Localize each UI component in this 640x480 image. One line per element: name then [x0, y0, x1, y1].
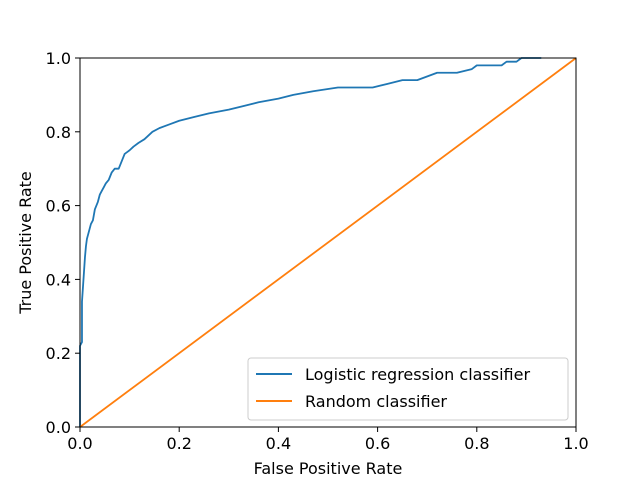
legend-label-logistic: Logistic regression classifier	[305, 365, 530, 384]
y-tick-label: 0.6	[46, 197, 71, 216]
series-line-random-classifier	[79, 57, 577, 428]
y-axis-ticks: 0.0 0.2 0.4 0.6 0.8 1.0	[46, 49, 80, 437]
series-line-logistic-regression	[79, 57, 542, 427]
y-tick-label: 0.8	[46, 123, 71, 142]
x-axis-ticks: 0.0 0.2 0.4 0.6 0.8 1.0	[67, 427, 589, 453]
x-tick-label: 0.4	[266, 434, 291, 453]
y-tick-label: 0.2	[46, 344, 71, 363]
y-tick-label: 0.0	[46, 418, 71, 437]
axes-frame	[79, 57, 577, 428]
x-tick-label: 0.8	[464, 434, 489, 453]
x-tick-label: 0.6	[365, 434, 390, 453]
x-tick-label: 0.2	[166, 434, 191, 453]
y-tick-label: 0.4	[46, 270, 71, 289]
plot-lines	[79, 57, 577, 428]
x-tick-label: 1.0	[563, 434, 588, 453]
legend-box	[247, 357, 569, 421]
x-tick-label: 0.0	[67, 434, 92, 453]
y-tick-label: 1.0	[46, 49, 71, 68]
x-axis-label: False Positive Rate	[254, 459, 403, 478]
legend-label-random: Random classifier	[305, 392, 447, 411]
legend: Logistic regression classifier Random cl…	[247, 357, 569, 421]
y-axis-label: True Positive Rate	[16, 171, 35, 315]
